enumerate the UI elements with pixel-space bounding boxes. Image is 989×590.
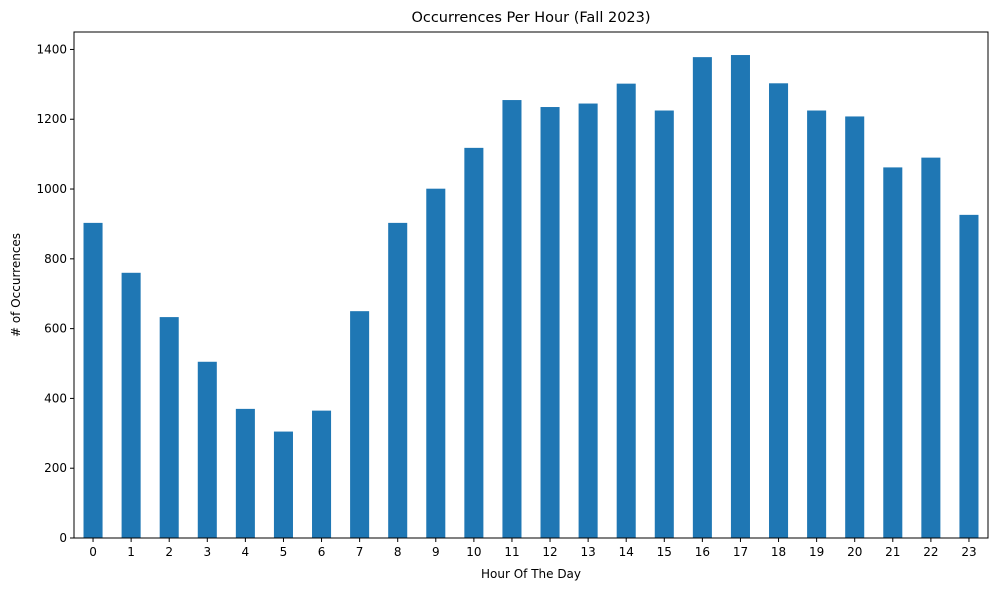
y-tick-label: 1400 <box>36 42 67 56</box>
bar-hour-16 <box>692 57 712 538</box>
x-tick-label: 17 <box>733 545 748 559</box>
x-tick-label: 20 <box>847 545 862 559</box>
y-tick-label: 200 <box>44 461 67 475</box>
bar-hour-23 <box>959 214 979 539</box>
x-tick-label: 15 <box>657 545 672 559</box>
bar-hour-4 <box>235 408 255 538</box>
x-tick-label: 18 <box>771 545 786 559</box>
x-tick-label: 21 <box>885 545 900 559</box>
bar-hour-12 <box>540 107 560 538</box>
bar-hour-18 <box>769 83 789 539</box>
x-tick-label: 7 <box>356 545 364 559</box>
x-tick-label: 10 <box>466 545 481 559</box>
bar-hour-8 <box>388 222 408 538</box>
bar-hour-9 <box>426 188 446 538</box>
y-axis-ticks: 0 200 400 600 800 1000 1200 1400 <box>36 42 74 545</box>
bar-hour-19 <box>807 110 827 539</box>
y-tick-label: 600 <box>44 322 67 336</box>
bar-hour-5 <box>273 431 293 538</box>
x-tick-label: 23 <box>961 545 976 559</box>
y-tick-label: 400 <box>44 391 67 405</box>
x-tick-label: 9 <box>432 545 440 559</box>
bar-hour-21 <box>883 167 903 538</box>
bar-hour-3 <box>197 361 217 538</box>
y-axis-label: # of Occurrences <box>9 233 23 337</box>
x-tick-label: 19 <box>809 545 824 559</box>
bar-hour-22 <box>921 157 941 538</box>
x-tick-label: 1 <box>127 545 135 559</box>
chart-title: Occurrences Per Hour (Fall 2023) <box>411 10 650 26</box>
bar-hour-14 <box>616 83 636 539</box>
y-tick-label: 1200 <box>36 112 67 126</box>
x-tick-label: 3 <box>203 545 211 559</box>
x-axis-ticks: 0 1 2 3 4 5 6 7 8 9 10 11 12 13 14 15 16 17 18 19 20 21 22 23 <box>89 538 977 559</box>
x-tick-label: 16 <box>695 545 710 559</box>
x-tick-label: 12 <box>542 545 557 559</box>
y-tick-label: 800 <box>44 252 67 266</box>
bar-hour-11 <box>502 100 522 539</box>
bar-hour-1 <box>121 272 141 538</box>
x-tick-label: 11 <box>504 545 519 559</box>
bar-hour-7 <box>350 311 370 538</box>
x-tick-label: 13 <box>580 545 595 559</box>
x-axis-label: Hour Of The Day <box>481 567 581 581</box>
x-tick-label: 8 <box>394 545 402 559</box>
x-tick-label: 5 <box>280 545 288 559</box>
x-tick-label: 4 <box>242 545 250 559</box>
bar-hour-0 <box>83 222 103 538</box>
bar-hour-17 <box>730 55 750 538</box>
x-tick-label: 14 <box>619 545 634 559</box>
plot-area-frame <box>73 31 989 539</box>
x-tick-label: 2 <box>165 545 173 559</box>
bar-hour-13 <box>578 103 598 538</box>
x-tick-label: 6 <box>318 545 326 559</box>
y-tick-label: 1000 <box>36 182 67 196</box>
y-tick-label: 0 <box>59 531 67 545</box>
bar-hour-20 <box>845 116 865 538</box>
bar-hour-15 <box>654 110 674 539</box>
bar-hour-10 <box>464 147 484 539</box>
bar-hour-2 <box>159 317 179 538</box>
x-tick-label: 22 <box>923 545 938 559</box>
bar-hour-6 <box>312 410 332 538</box>
bars-group <box>83 55 979 539</box>
x-tick-label: 0 <box>89 545 97 559</box>
